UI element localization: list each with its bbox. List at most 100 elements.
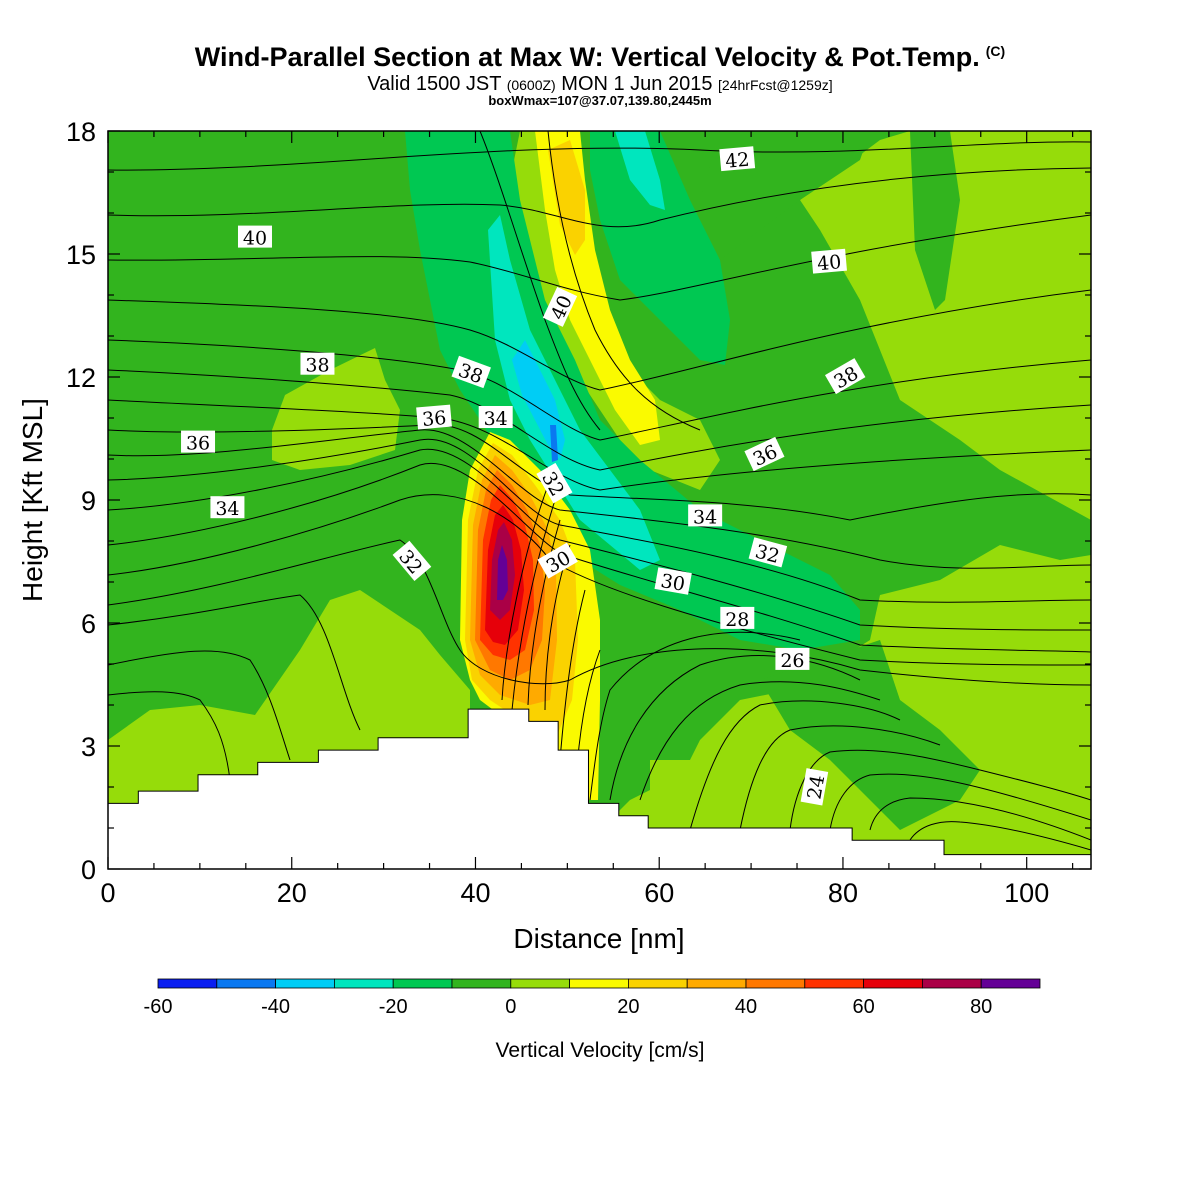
colorbar-swatch xyxy=(216,978,277,989)
isentrope-label: 34 xyxy=(210,496,245,520)
y-tick-label: 18 xyxy=(66,117,96,147)
field-region-upperblob xyxy=(272,348,400,470)
isentrope-label: 26 xyxy=(775,647,810,672)
field-region-downdraft-outer xyxy=(405,131,860,650)
isentrope-label-bg xyxy=(451,355,491,389)
isentrope-label-text: 28 xyxy=(725,609,749,631)
isentrope-label-bg xyxy=(542,286,578,327)
y-tick-label: 6 xyxy=(81,609,96,639)
y-tick-label: 12 xyxy=(66,363,96,393)
terrain xyxy=(108,708,1091,869)
x-tick-label: 0 xyxy=(100,878,115,908)
isentrope-label: 40 xyxy=(811,248,847,275)
isentrope-label-bg xyxy=(237,225,272,248)
isentrope-label-bg xyxy=(392,540,432,581)
isentrope-label-bg xyxy=(210,496,245,519)
field-region-downdraft-peak xyxy=(550,425,558,462)
isentrope-label-text: 40 xyxy=(816,251,842,275)
y-tick-label: 9 xyxy=(81,486,96,516)
isentrope-label-bg xyxy=(811,248,847,274)
copyright-mark: (C) xyxy=(985,43,1006,59)
colorbar-swatch xyxy=(863,978,923,989)
colorbar-tick-label: 80 xyxy=(970,996,992,1018)
forecast-info: [24hrFcst@1259z] xyxy=(718,77,833,93)
isentrope-label-text: 26 xyxy=(780,650,804,672)
isentrope-label-text: 36 xyxy=(421,407,447,431)
colorbar-tick-labels: -60 -40 -20 0 20 40 60 80 xyxy=(144,996,993,1018)
isentrope-label: 42 xyxy=(719,146,756,173)
x-tick-label: 20 xyxy=(277,878,307,908)
colorbar xyxy=(157,978,1041,989)
colorbar-swatch xyxy=(804,978,864,989)
x-tick-label: 100 xyxy=(1004,878,1049,908)
isentrope-label-bg xyxy=(775,647,810,670)
isentrope-label-text: 24 xyxy=(803,773,829,801)
colorbar-swatch xyxy=(686,978,747,989)
valid-date: MON 1 Jun 2015 xyxy=(561,73,713,95)
y-tick-label: 15 xyxy=(66,240,96,270)
box-info: boxWmax=107@37.07,139.80,2445m xyxy=(488,93,712,108)
isentrope-label-text: 34 xyxy=(215,498,239,520)
colorbar-tick-label: -20 xyxy=(379,996,408,1018)
colorbar-swatch xyxy=(157,978,218,989)
colorbar-swatch xyxy=(922,978,982,989)
isentrope-label-text: 30 xyxy=(659,570,687,596)
isentrope-label-text: 34 xyxy=(484,408,508,430)
isentrope-label: 34 xyxy=(478,406,513,430)
y-axis-title: Height [Kft MSL] xyxy=(17,398,48,602)
valid-time-utc: (0600Z) xyxy=(506,77,556,93)
x-axis-title: Distance [nm] xyxy=(513,923,684,954)
isentrope-label-text: 40 xyxy=(243,228,267,250)
isentrope-label-bg xyxy=(800,768,829,806)
x-tick-label: 40 xyxy=(460,878,490,908)
isentrope-label-bg xyxy=(748,537,788,568)
colorbar-swatch xyxy=(745,978,806,989)
field-region-rightband-gap xyxy=(910,131,960,310)
isentrope-label-text: 38 xyxy=(305,355,329,377)
colorbar-swatch xyxy=(980,978,1041,989)
x-tick-label: 80 xyxy=(828,878,858,908)
isentrope-label-bg xyxy=(536,462,573,504)
colorbar-tick-label: 20 xyxy=(617,996,639,1018)
isentrope-label: 32 xyxy=(748,537,788,568)
isentrope-label-bg xyxy=(720,606,755,629)
y-tick-label: 0 xyxy=(81,855,96,885)
colorbar-tick-label: 40 xyxy=(735,996,757,1018)
isentrope-label: 34 xyxy=(688,504,723,528)
valid-time: Valid 1500 JST xyxy=(367,73,502,95)
isentrope-label-bg xyxy=(719,146,756,172)
colorbar-swatch xyxy=(510,978,570,989)
chart-subtitle: Valid 1500 JST (0600Z) MON 1 Jun 2015 [2… xyxy=(0,73,1200,96)
field-region-rightband xyxy=(590,131,1091,869)
x-tick-label: 60 xyxy=(644,878,674,908)
isentrope-label-bg xyxy=(654,567,692,595)
isentrope-label-bg xyxy=(824,358,866,395)
field-region-downdraft-mid xyxy=(488,215,660,570)
colorbar-swatch xyxy=(392,978,453,989)
colorbar-swatch xyxy=(628,978,688,989)
isentrope-label: 36 xyxy=(416,404,452,431)
isentrope-label-bg xyxy=(537,542,578,579)
field-region-updraft-7 xyxy=(497,545,508,600)
isentrope-label-bg xyxy=(300,352,335,375)
colorbar-title: Vertical Velocity [cm/s] xyxy=(496,1039,705,1062)
field-region-rightband-lowerpatch xyxy=(760,640,980,830)
colorbar-swatch xyxy=(275,978,335,989)
y-tick-label: 3 xyxy=(81,732,96,762)
isentrope-label: 38 xyxy=(300,352,335,377)
isentrope-label-text: 34 xyxy=(693,506,717,528)
colorbar-swatch xyxy=(333,978,394,989)
isentrope-label: 28 xyxy=(720,606,755,631)
isentrope-label: 36 xyxy=(181,430,216,455)
colorbar-swatch xyxy=(451,978,512,989)
colorbar-swatch xyxy=(569,978,629,989)
field-region-downdraft-upper-mid xyxy=(615,131,665,210)
field-region-updraft-top-core xyxy=(548,140,585,255)
axis-ticks xyxy=(107,130,1091,870)
field-region-downdraft-upper xyxy=(590,131,730,365)
isentrope-label-text: 42 xyxy=(724,149,750,173)
isentrope-label-bg xyxy=(181,430,216,453)
vertical-velocity-field xyxy=(108,131,1091,869)
